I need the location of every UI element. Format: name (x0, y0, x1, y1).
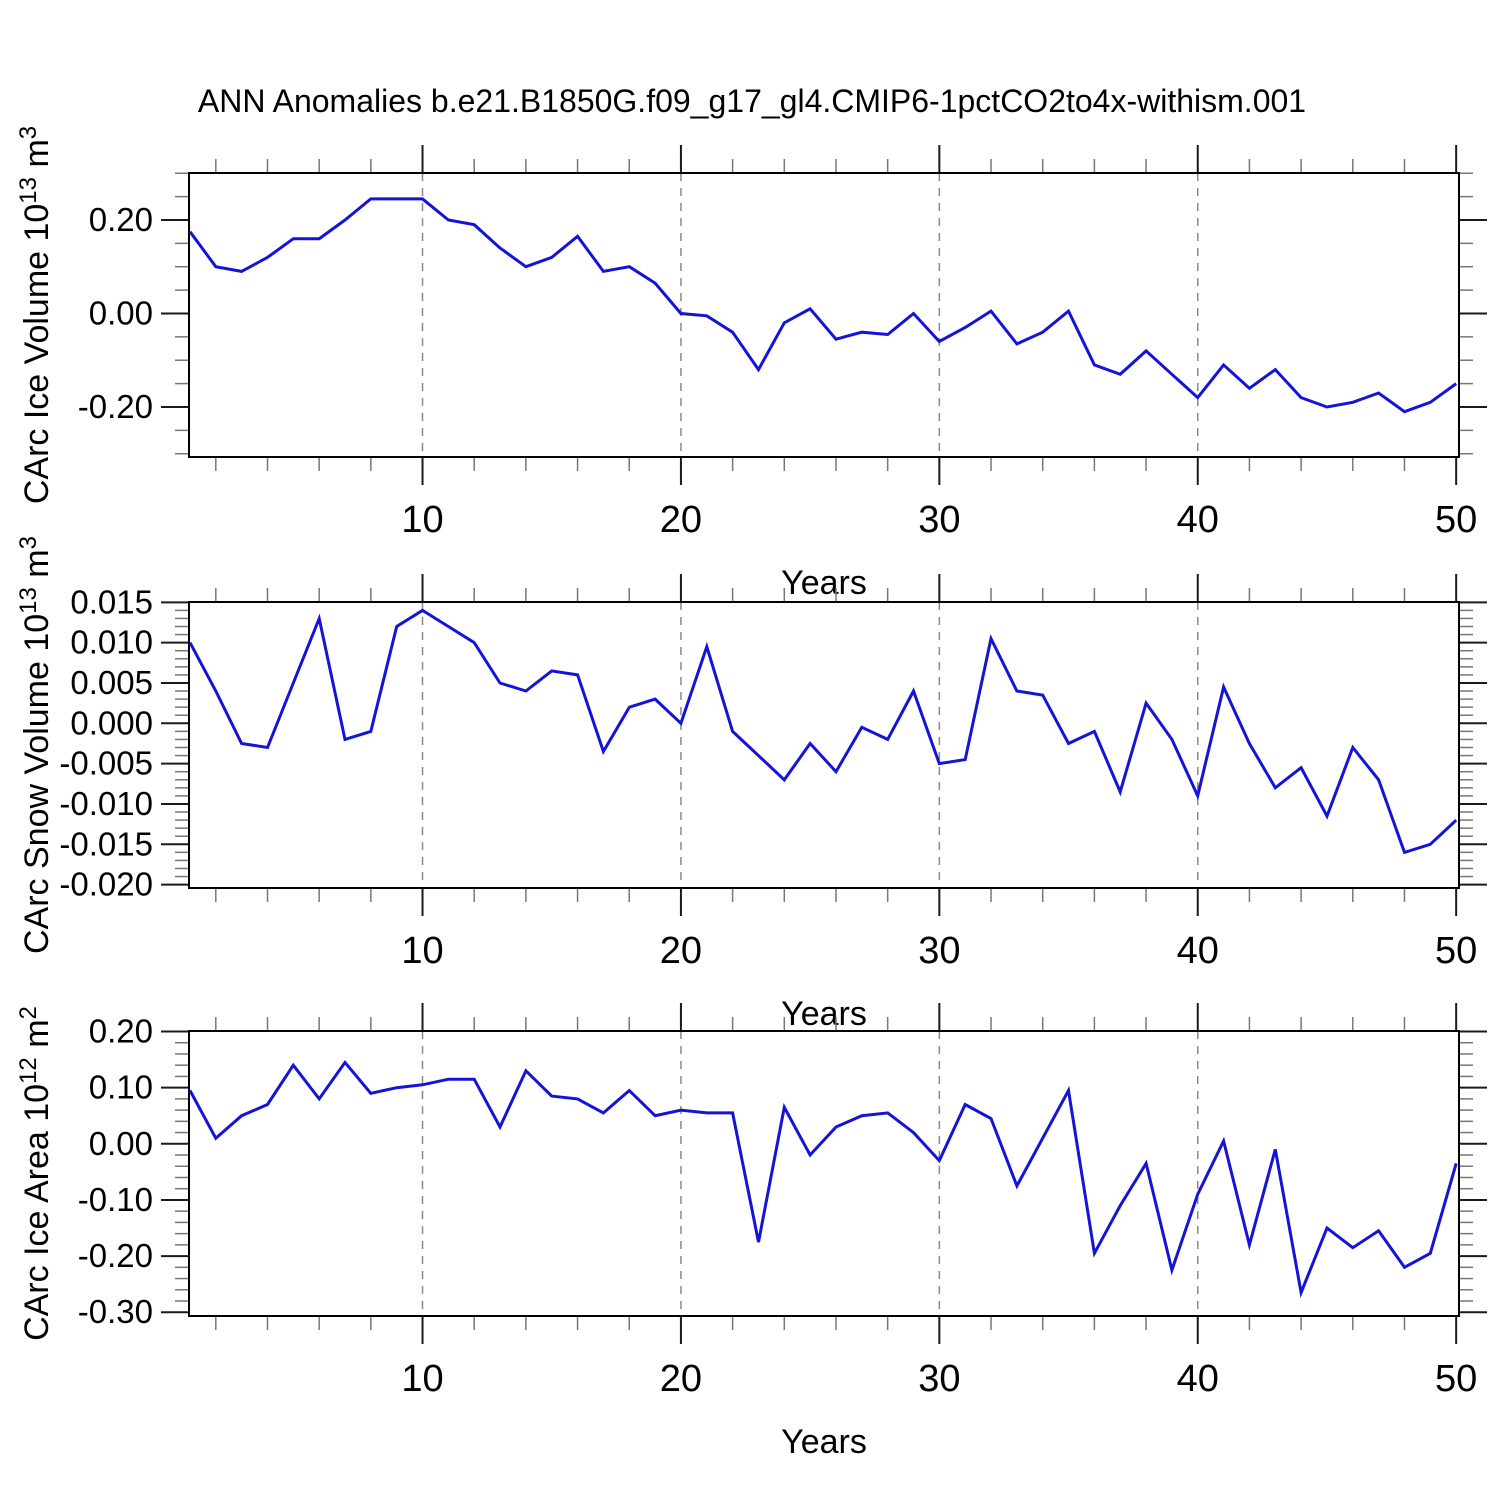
x-tick-label: 50 (1435, 1358, 1477, 1400)
panel-ice-volume: 10 20 30 40 50 0.20 0.00 -0.20 Years CArc Ice Vol… (15, 126, 1487, 602)
y-tick-label: 0.010 (70, 624, 153, 661)
y-tick-label: -0.010 (59, 785, 153, 822)
y-tick-label: 0.20 (89, 1013, 153, 1050)
y-axis-title: CArc Ice Area 1012 m2 (15, 1006, 56, 1341)
panel-frame (188, 601, 1460, 889)
y-axis-title: CArc Ice Volume 1013 m3 (15, 126, 56, 504)
panel-frame (188, 172, 1460, 458)
x-tick-label: 20 (660, 1358, 702, 1400)
x-tick-label: 20 (660, 930, 702, 972)
y-tick-label: -0.30 (78, 1293, 153, 1330)
y-tick-label: 0.015 (70, 583, 153, 620)
chart-title: ANN Anomalies b.e21.B1850G.f09_g17_gl4.C… (198, 83, 1306, 119)
x-tick-label: 30 (918, 930, 960, 972)
y-tick-label: 0.00 (89, 294, 153, 331)
panel-ice-area: 10 20 30 40 50 0.20 0.10 0.00 -0.10 -0.20 -0.30 Yea… (15, 1003, 1487, 1461)
y-tick-label: 0.20 (89, 201, 153, 238)
y-axis-title: CArc Snow Volume 1013 m3 (15, 536, 56, 954)
x-axis-title: Years (781, 1423, 867, 1461)
series-line (188, 1059, 1458, 1299)
panel-frame (188, 1030, 1460, 1317)
y-tick-label: -0.020 (59, 866, 153, 903)
x-tick-label: 40 (1177, 930, 1219, 972)
y-tick-label: 0.000 (70, 704, 153, 741)
y-tick-label: -0.015 (59, 825, 153, 862)
x-tick-label: 40 (1177, 499, 1219, 541)
x-tick-label: 10 (401, 1358, 443, 1400)
x-tick-label: 40 (1177, 1358, 1219, 1400)
panel-snow-volume: 10 20 30 40 500.0150.0100.0050.000-0.005-0.0… (15, 536, 1487, 1033)
y-tick-label: 0.00 (89, 1125, 153, 1162)
x-tick-label: 30 (918, 499, 960, 541)
x-tick-label: 10 (401, 499, 443, 541)
y-tick-label: 0.005 (70, 664, 153, 701)
y-tick-label: 0.10 (89, 1069, 153, 1106)
x-tick-label: 30 (918, 1358, 960, 1400)
x-tick-label: 20 (660, 499, 702, 541)
series-line (188, 197, 1458, 414)
x-tick-label: 50 (1435, 499, 1477, 541)
y-tick-label: -0.20 (78, 388, 153, 425)
series-line (188, 608, 1458, 855)
y-tick-label: -0.20 (78, 1237, 153, 1274)
y-tick-label: -0.10 (78, 1181, 153, 1218)
x-axis-title: Years (781, 564, 867, 602)
y-tick-label: -0.005 (59, 745, 153, 782)
x-tick-label: 50 (1435, 930, 1477, 972)
x-axis-title: Years (781, 995, 867, 1033)
x-tick-label: 10 (401, 930, 443, 972)
